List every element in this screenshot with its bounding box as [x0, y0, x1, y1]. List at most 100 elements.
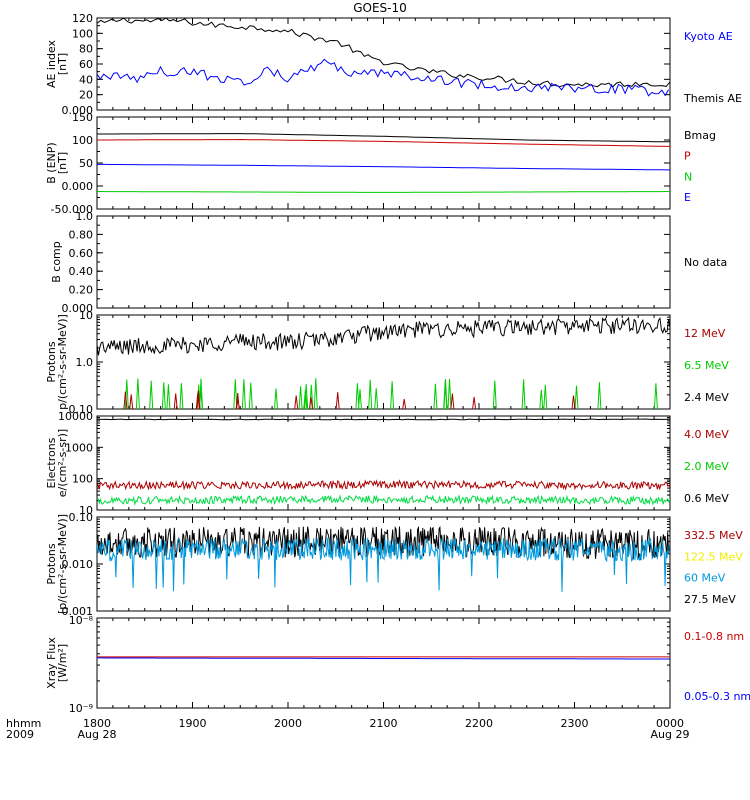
panel-frame	[96, 314, 671, 410]
series-E	[97, 163, 670, 171]
y-axis-label: Electrons	[45, 437, 58, 488]
y-tick-label: 150	[72, 111, 93, 124]
panel-frame	[96, 415, 671, 511]
series-60-MeV	[97, 537, 670, 592]
y-axis-label: Protons	[45, 543, 58, 584]
series-0-6-MeV	[97, 418, 670, 421]
y-axis-label: Xray Flux	[45, 637, 58, 689]
time-tick-label: 2200	[465, 717, 493, 730]
panel-7: 10⁻⁹ 10⁻⁸ Xray Flux[W/m²] 0.1-0.8 nm 0.05-0.…	[45, 614, 750, 715]
y-tick-label: 0.40	[69, 265, 94, 278]
y-tick-label: 0.80	[69, 228, 94, 241]
y-tick-label: 0.10	[69, 403, 94, 416]
time-tick-label: 1800	[83, 717, 111, 730]
y-tick-label: 0.001	[62, 605, 94, 618]
legend-entry: E	[684, 191, 691, 204]
legend-entry: 27.5 MeV	[684, 593, 736, 606]
y-axis-label: [W/m²]	[56, 644, 69, 682]
panel-frame	[96, 617, 671, 709]
legend-entry: 12 MeV	[684, 327, 726, 340]
panel-3: 0.000 0.20 0.40 0.60 0.80 1.0 B comp No data	[50, 210, 727, 315]
series-27-5-MeV	[97, 525, 670, 561]
time-tick-label: 0000	[656, 717, 684, 730]
legend-entry: 60 MeV	[684, 572, 726, 585]
y-tick-label: 20	[79, 89, 93, 102]
y-tick-label: 100	[72, 27, 93, 40]
time-tick-label: 2100	[370, 717, 398, 730]
series-0-05-0-3-nm	[97, 657, 670, 660]
y-axis-label: [p/(cm²-s-sr-MeV)]	[56, 514, 69, 614]
y-tick-label: 0.10	[69, 511, 94, 524]
y-tick-label: 10⁻⁹	[69, 702, 93, 715]
corner-label-year: 2009	[6, 728, 34, 741]
date-tick-label: Aug 28	[78, 728, 117, 741]
figure-title: GOES-10	[353, 1, 407, 15]
legend-entry: 2.4 MeV	[684, 391, 729, 404]
y-tick-label: 60	[79, 58, 93, 71]
legend-entry: Kyoto AE	[684, 30, 733, 43]
panel-2: -50.000 0.000 50 100 150 B (ENP)[nT] Bmag PNE	[45, 111, 716, 216]
series-12-MeV	[123, 390, 576, 409]
y-tick-label: 0.000	[62, 180, 94, 193]
y-tick-label: 0.60	[69, 247, 94, 260]
y-axis-label: p/(cm²-s-sr-MeV)]	[56, 314, 69, 410]
legend-entry: N	[684, 170, 692, 183]
y-tick-label: 100	[72, 134, 93, 147]
y-tick-label: 50	[79, 157, 93, 170]
y-tick-label: 1.0	[76, 356, 94, 369]
time-tick-label: 2300	[561, 717, 589, 730]
y-tick-label: 0.010	[62, 558, 94, 571]
y-tick-label: 10000	[58, 410, 93, 423]
series-Bmag	[97, 133, 670, 143]
series-line	[123, 390, 576, 409]
series-Kyoto-AE	[97, 58, 670, 97]
y-axis-label: [nT]	[56, 53, 69, 75]
y-axis-label: B comp	[50, 241, 63, 283]
series-N	[97, 191, 670, 193]
y-tick-label: 10⁻⁸	[69, 614, 94, 627]
y-tick-label: 10	[79, 504, 93, 517]
series-line	[124, 378, 658, 409]
panel-frame	[96, 116, 671, 210]
y-tick-label: 0.000	[62, 302, 94, 315]
date-tick-label: Aug 29	[651, 728, 690, 741]
legend-entry: No data	[684, 256, 727, 269]
series-Themis-AE	[97, 18, 670, 88]
legend-entry: Themis AE	[683, 92, 742, 105]
legend-entry: 6.5 MeV	[684, 359, 729, 372]
corner-label-hhmm: hhmm	[6, 717, 41, 730]
series-2-0-MeV	[97, 494, 670, 507]
panel-1: 0.000 20 40 60 80 100 120 AE index[nT] Kyoto AE T…	[45, 12, 742, 117]
y-tick-label: 40	[79, 73, 93, 86]
y-tick-label: 10	[79, 309, 93, 322]
legend-entry: 332.5 MeV	[684, 529, 743, 542]
legend-entry: P	[684, 150, 691, 163]
y-tick-label: 1000	[65, 441, 93, 454]
legend-entry: 0.6 MeV	[684, 492, 729, 505]
series-6-5-MeV	[124, 378, 658, 409]
y-axis-label: AE index	[45, 39, 58, 88]
y-axis-label: [nT]	[56, 152, 69, 174]
legend-entry: 122.5 MeV	[684, 550, 743, 563]
time-tick-label: 2000	[274, 717, 302, 730]
y-tick-label: 120	[72, 12, 93, 25]
legend-entry: 4.0 MeV	[684, 428, 729, 441]
panel-frame	[96, 215, 671, 309]
y-tick-label: 0.000	[62, 104, 94, 117]
series-P	[97, 138, 670, 147]
legend-entry: Bmag	[684, 129, 716, 142]
y-axis-label: e/(cm²-s-sr)]	[56, 429, 69, 497]
panel-6: 0.001 0.010 0.10 Protons[p/(cm²-s-sr-MeV)] 3…	[45, 511, 743, 618]
legend-entry: 0.05-0.3 nm	[684, 690, 750, 703]
y-axis-label: Protons	[45, 341, 58, 382]
time-tick-label: 1900	[179, 717, 207, 730]
y-tick-label: 0.20	[69, 284, 94, 297]
y-tick-label: 1.0	[76, 210, 94, 223]
y-axis-label: B (ENP)	[45, 142, 58, 183]
y-tick-label: -50.000	[51, 203, 93, 216]
legend-entry: 0.1-0.8 nm	[684, 630, 744, 643]
